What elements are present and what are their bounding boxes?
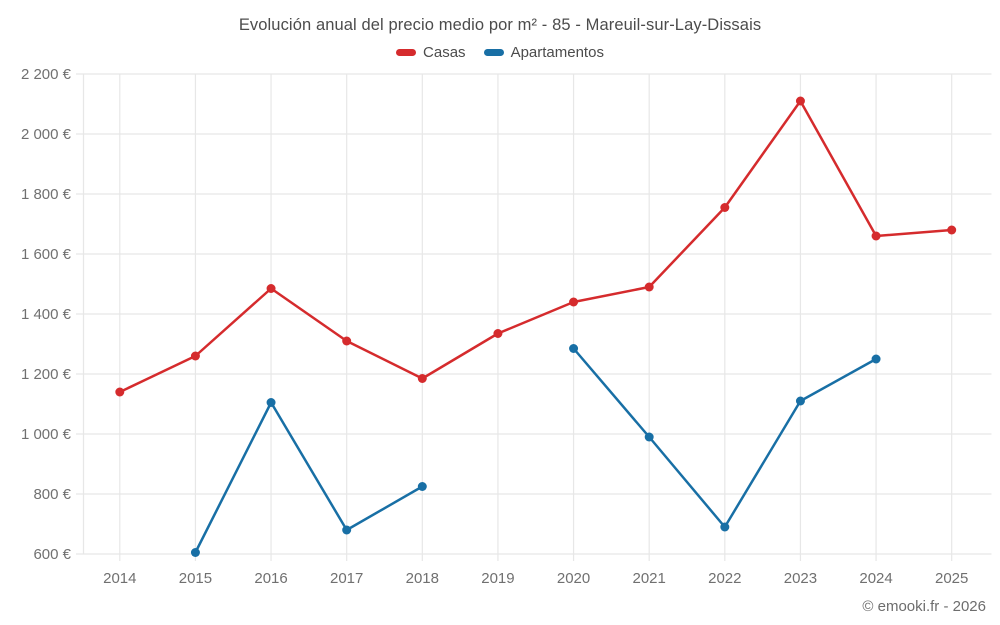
casas-legend-label: Casas <box>423 44 466 61</box>
x-axis-tick-label: 2025 <box>935 570 968 587</box>
data-point-apartamentos-2021[interactable] <box>644 432 654 442</box>
legend-item-casas[interactable]: Casas <box>396 44 466 61</box>
x-axis-tick-label: 2017 <box>330 570 363 587</box>
y-axis-tick-label: 1 400 € <box>21 306 72 323</box>
data-point-casas-2024[interactable] <box>871 231 881 241</box>
y-axis-tick-label: 600 € <box>33 546 71 563</box>
data-point-casas-2017[interactable] <box>342 336 352 346</box>
data-point-casas-2023[interactable] <box>795 96 805 106</box>
data-point-apartamentos-2016[interactable] <box>266 398 276 407</box>
x-axis-tick-label: 2024 <box>859 570 892 587</box>
data-point-apartamentos-2024[interactable] <box>871 354 881 364</box>
data-point-apartamentos-2022[interactable] <box>720 522 730 532</box>
data-point-casas-2020[interactable] <box>569 297 579 307</box>
y-axis-tick-label: 1 000 € <box>21 426 72 443</box>
data-point-casas-2015[interactable] <box>190 351 200 361</box>
y-axis-tick-label: 800 € <box>33 486 71 503</box>
y-axis-tick-label: 2 000 € <box>21 126 72 143</box>
x-axis-tick-label: 2014 <box>103 570 136 587</box>
x-axis-tick-label: 2023 <box>784 570 817 587</box>
chart-legend: Casas Apartamentos <box>0 44 1000 61</box>
data-point-apartamentos-2023[interactable] <box>795 396 805 406</box>
x-axis-tick-label: 2021 <box>633 570 666 587</box>
data-point-apartamentos-2017[interactable] <box>342 525 352 535</box>
chart-title: Evolución anual del precio medio por m² … <box>238 16 762 34</box>
x-axis-tick-label: 2022 <box>708 570 741 587</box>
apartamentos-legend-label: Apartamentos <box>510 44 604 61</box>
data-point-apartamentos-2020[interactable] <box>569 344 579 353</box>
legend-item-apartamentos[interactable]: Apartamentos <box>483 44 604 61</box>
x-axis-tick-label: 2020 <box>557 570 590 587</box>
x-axis-tick-label: 2015 <box>179 570 212 587</box>
data-point-casas-2022[interactable] <box>720 203 730 212</box>
data-point-apartamentos-2015[interactable] <box>190 548 200 557</box>
y-axis-tick-label: 1 600 € <box>21 246 72 263</box>
data-point-casas-2025[interactable] <box>947 225 957 235</box>
x-axis-tick-label: 2018 <box>406 570 439 587</box>
x-axis-tick-label: 2019 <box>481 570 514 587</box>
y-axis-tick-label: 1 200 € <box>21 366 72 383</box>
series-line-casas <box>118 99 953 394</box>
casas-swatch-icon <box>396 49 417 56</box>
y-axis-tick-label: 2 200 € <box>21 66 72 83</box>
series-line-apartamentos <box>194 401 424 554</box>
data-point-casas-2019[interactable] <box>493 329 503 338</box>
y-axis-tick-label: 1 800 € <box>21 186 72 203</box>
data-point-casas-2016[interactable] <box>266 284 276 293</box>
x-axis-tick-label: 2016 <box>254 570 287 587</box>
data-point-casas-2014[interactable] <box>115 387 125 397</box>
apartamentos-swatch-icon <box>483 49 504 56</box>
data-point-casas-2021[interactable] <box>644 282 654 292</box>
data-point-casas-2018[interactable] <box>417 374 427 383</box>
data-point-apartamentos-2018[interactable] <box>417 482 427 491</box>
copyright-text: © emooki.fr - 2026 <box>862 598 986 615</box>
